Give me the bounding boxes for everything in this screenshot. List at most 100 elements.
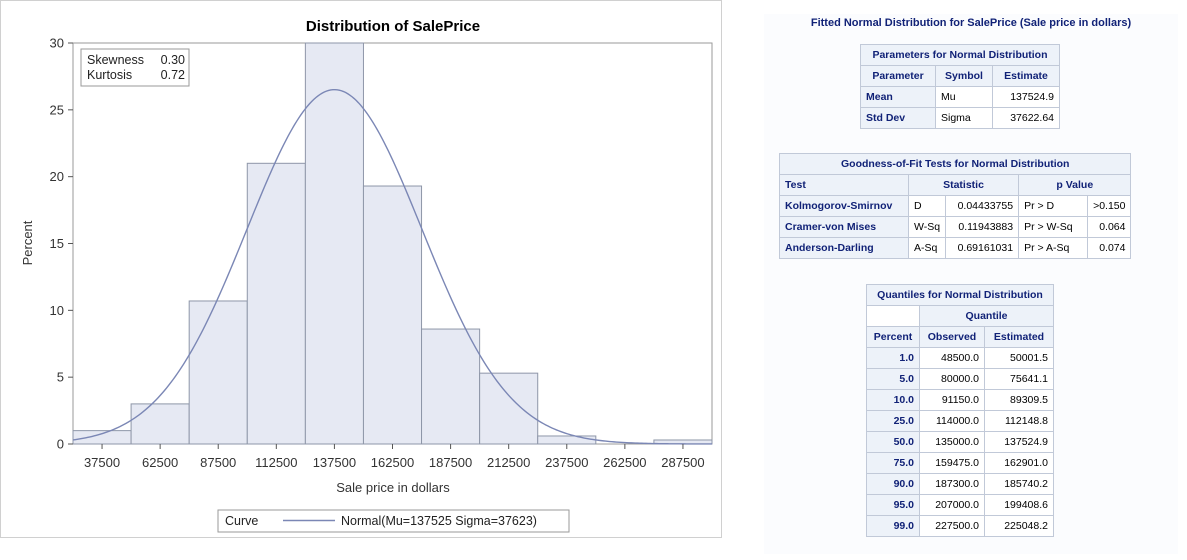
- column-header: Symbol: [935, 65, 993, 87]
- row-header: 75.0: [866, 452, 920, 474]
- stats-inset: [80, 48, 190, 87]
- table-row: 5.0 80000.0 75641.1: [866, 368, 1054, 390]
- column-header: Test: [779, 174, 909, 196]
- table-row: 10.0 91150.0 89309.5: [866, 389, 1054, 411]
- x-tick-label: 162500: [371, 455, 414, 470]
- normal-curve: [72, 88, 713, 445]
- table-cell: Pr > A-Sq: [1018, 237, 1089, 259]
- table-cell: 0.064: [1087, 216, 1132, 238]
- table-cell: 80000.0: [919, 368, 985, 390]
- table-cell: 0.69161031: [945, 237, 1020, 259]
- column-header: Estimated: [984, 326, 1054, 348]
- row-header: Kolmogorov-Smirnov: [779, 195, 909, 217]
- table-cell: 227500.0: [919, 515, 985, 537]
- legend-entry: Normal(Mu=137525 Sigma=37623): [341, 514, 537, 528]
- table-row: 75.0 159475.0 162901.0: [866, 452, 1054, 474]
- table-cell: Sigma: [935, 107, 993, 129]
- table-cell: 162901.0: [984, 452, 1054, 474]
- row-header: 95.0: [866, 494, 920, 516]
- table-row: 25.0 114000.0 112148.8: [866, 410, 1054, 432]
- table-cell: Mu: [935, 86, 993, 108]
- parameters-table: Parameters for Normal Distribution Param…: [860, 44, 1060, 129]
- table-row: 99.0 227500.0 225048.2: [866, 515, 1054, 537]
- x-tick-label: 87500: [200, 455, 236, 470]
- table-cell: 187300.0: [919, 473, 985, 495]
- column-header: Percent: [866, 326, 920, 348]
- table-cell: 48500.0: [919, 347, 985, 369]
- histogram-bar: [421, 328, 481, 445]
- row-header: Cramer-von Mises: [779, 216, 909, 238]
- histogram-bar: [72, 430, 132, 445]
- table-cell: >0.150: [1087, 195, 1132, 217]
- table-cell: 114000.0: [919, 410, 985, 432]
- table-row: 1.0 48500.0 50001.5: [866, 347, 1054, 369]
- column-header: Parameter: [860, 65, 936, 87]
- table-cell: 159475.0: [919, 452, 985, 474]
- row-header: 1.0: [866, 347, 920, 369]
- table-cell: 91150.0: [919, 389, 985, 411]
- x-tick-label: 237500: [545, 455, 588, 470]
- table-cell: 185740.2: [984, 473, 1054, 495]
- y-tick-label: 30: [50, 36, 64, 51]
- table-caption: Parameters for Normal Distribution: [860, 44, 1060, 66]
- table-row: Std Dev Sigma 37622.64: [860, 107, 1060, 129]
- histogram-panel: Distribution of SalePrice 0 5 10 15 20 25 30 375…: [0, 0, 722, 538]
- table-cell: 199408.6: [984, 494, 1054, 516]
- histogram-bar: [479, 372, 539, 445]
- table-cell: 207000.0: [919, 494, 985, 516]
- y-tick-label: 5: [57, 370, 64, 385]
- histogram-bar: [362, 185, 423, 445]
- x-tick-label: 112500: [255, 455, 297, 470]
- column-group-header: Quantile: [919, 305, 1054, 327]
- table-cell: 137524.9: [984, 431, 1054, 453]
- x-tick-label: 187500: [429, 455, 472, 470]
- table-cell: 137524.9: [992, 86, 1060, 108]
- row-header: 50.0: [866, 431, 920, 453]
- empty-header-cell: [866, 305, 920, 327]
- table-cell: W-Sq: [907, 216, 947, 238]
- table-cell: 37622.64: [992, 107, 1060, 129]
- table-cell: A-Sq: [907, 237, 947, 259]
- fitted-distribution-title: Fitted Normal Distribution for SalePrice…: [810, 17, 1132, 29]
- table-caption: Goodness-of-Fit Tests for Normal Distrib…: [778, 153, 1132, 175]
- table-row: 50.0 135000.0 137524.9: [866, 431, 1054, 453]
- y-tick-label: 25: [50, 102, 64, 117]
- inset-value: 0.30: [161, 53, 185, 67]
- table-cell: 89309.5: [984, 389, 1054, 411]
- table-cell: 135000.0: [919, 431, 985, 453]
- table-cell: 112148.8: [984, 410, 1054, 432]
- x-tick-label: 262500: [603, 455, 646, 470]
- table-caption: Quantiles for Normal Distribution: [866, 284, 1054, 306]
- histogram-bar: [188, 300, 248, 445]
- y-tick-label: 0: [57, 437, 64, 452]
- legend-box: [217, 509, 570, 533]
- y-tick-label: 20: [50, 169, 64, 184]
- table-row: 90.0 187300.0 185740.2: [866, 473, 1054, 495]
- table-cell: Pr > D: [1018, 195, 1089, 217]
- table-row: Cramer-von Mises W-Sq 0.11943883 Pr > W-…: [779, 216, 1132, 238]
- inset-label: Skewness: [87, 53, 144, 67]
- legend-title: Curve: [225, 514, 258, 528]
- y-tick-label: 15: [50, 236, 64, 251]
- histogram-bar: [246, 162, 306, 445]
- x-axis-label: Sale price in dollars: [336, 480, 450, 495]
- goodness-of-fit-table: Goodness-of-Fit Tests for Normal Distrib…: [778, 153, 1132, 259]
- row-header: Anderson-Darling: [779, 237, 909, 259]
- x-tick-label: 37500: [84, 455, 120, 470]
- row-header: 5.0: [866, 368, 920, 390]
- inset-label: Kurtosis: [87, 68, 132, 82]
- row-header: Std Dev: [860, 107, 936, 129]
- y-tick-label: 10: [50, 303, 64, 318]
- histogram-bar: [304, 42, 364, 445]
- histogram-bar: [130, 403, 190, 445]
- row-header: Mean: [860, 86, 936, 108]
- x-tick-label: 62500: [142, 455, 178, 470]
- table-row: Kolmogorov-Smirnov D 0.04433755 Pr > D >…: [779, 195, 1132, 217]
- table-cell: D: [907, 195, 947, 217]
- x-tick-label: 212500: [487, 455, 530, 470]
- table-cell: 0.11943883: [945, 216, 1020, 238]
- y-axis-label: Percent: [20, 220, 35, 265]
- histogram-chart: Distribution of SalePrice 0 5 10 15 20 25 30 375…: [20, 18, 713, 533]
- x-tick-label: 287500: [661, 455, 704, 470]
- table-row: 95.0 207000.0 199408.6: [866, 494, 1054, 516]
